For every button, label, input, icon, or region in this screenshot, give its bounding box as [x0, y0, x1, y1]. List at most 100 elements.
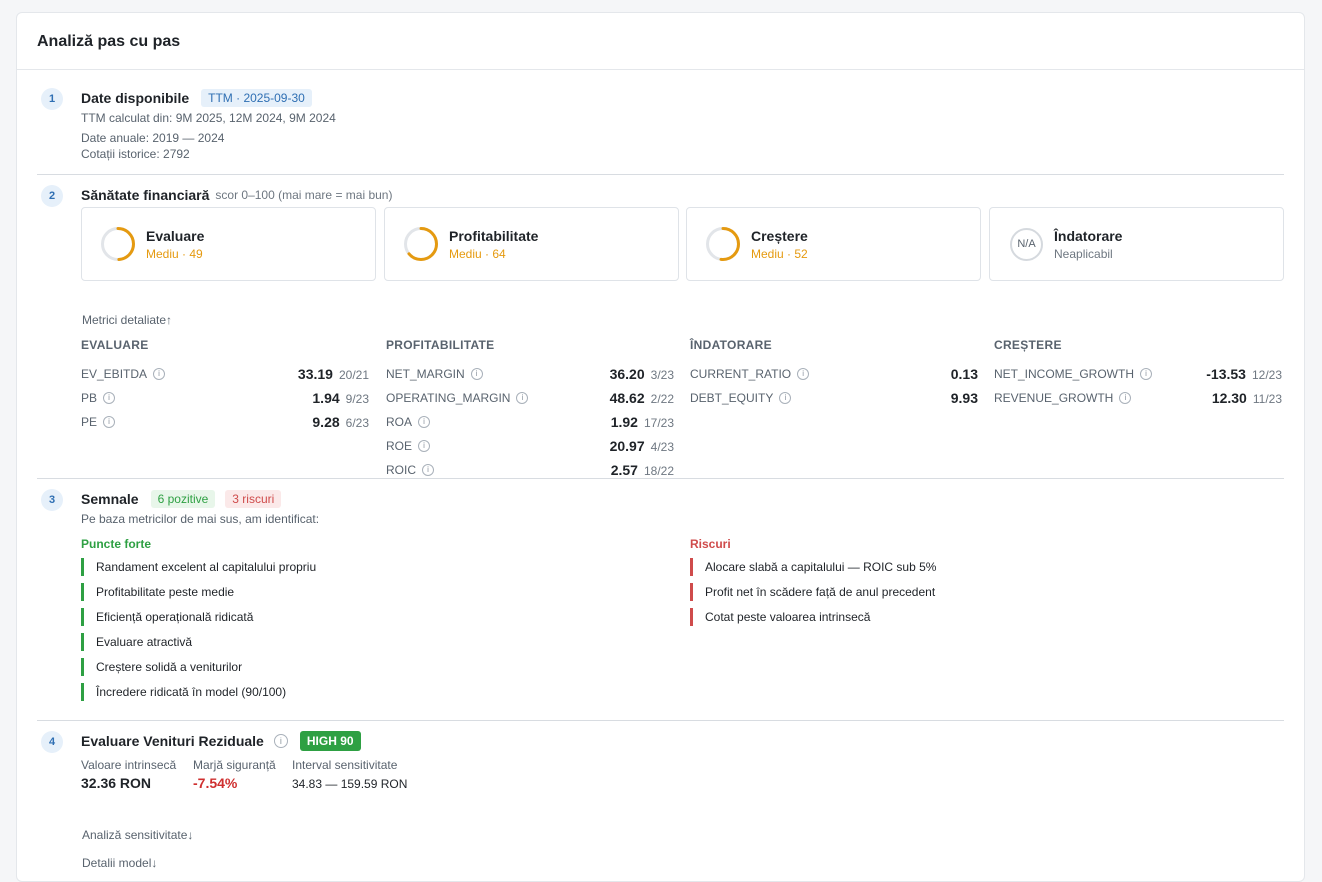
- sensitivity-interval-label: Interval sensitivitate: [292, 758, 398, 772]
- strength-item: Eficiență operațională ridicată: [81, 608, 681, 626]
- divider: [37, 478, 1284, 479]
- metric-row: CURRENT_RATIO i 0.13: [690, 362, 978, 386]
- score-ring: [404, 227, 438, 261]
- metric-row: NET_MARGIN i 36.20 3/23: [386, 362, 674, 386]
- confidence-badge: HIGH 90: [299, 731, 361, 751]
- health-card-status: Mediu · 49: [146, 247, 203, 261]
- metric-rank: 11/23: [1252, 392, 1282, 406]
- metric-value: -13.53: [1206, 366, 1246, 382]
- signals-intro: Pe baza metricilor de mai sus, am identi…: [81, 512, 320, 526]
- metric-value: 1.92: [610, 414, 638, 430]
- info-icon[interactable]: i: [1140, 368, 1153, 380]
- metric-name: NET_MARGIN: [386, 367, 465, 381]
- info-icon[interactable]: i: [103, 416, 116, 428]
- info-icon[interactable]: i: [103, 392, 116, 404]
- ttm-badge: TTM · 2025-09-30: [201, 89, 312, 107]
- metric-rank: 3/23: [650, 368, 674, 382]
- metric-column-indatorare: ÎNDATORARE CURRENT_RATIO i 0.13 DEBT_EQUIT…: [690, 338, 978, 410]
- metric-value: 2.57: [610, 462, 638, 478]
- metric-column-head: PROFITABILITATE: [386, 338, 495, 352]
- intrinsic-value: 32.36 RON: [81, 775, 152, 791]
- annual-data-text: Date anuale: 2019 — 2024: [81, 131, 225, 145]
- health-card-crestere[interactable]: Creștere Mediu · 52: [686, 207, 981, 281]
- metric-column-evaluare: EVALUARE EV_EBITDA i 33.19 20/21 PB i 1.94 9/2…: [81, 338, 369, 434]
- strength-item: Încredere ridicată în model (90/100): [81, 683, 681, 701]
- metric-name: EV_EBITDA: [81, 367, 148, 381]
- metric-rank: 2/22: [650, 392, 674, 406]
- step-signals: 3 Semnale 6 pozitive 3 riscuri Pe baza m…: [37, 489, 1284, 722]
- info-icon[interactable]: i: [418, 416, 431, 428]
- step-title: Evaluare Venituri Reziduale: [81, 733, 264, 749]
- metric-row: ROE i 20.97 4/23: [386, 434, 674, 458]
- sensitivity-interval-value: 34.83 — 159.59 RON: [292, 777, 408, 791]
- strength-item: Randament excelent al capitalului propri…: [81, 558, 681, 576]
- health-card-name: Profitabilitate: [449, 228, 539, 244]
- metric-value: 1.94: [312, 390, 340, 406]
- positive-count-badge: 6 pozitive: [150, 490, 216, 508]
- metric-value: 9.28: [312, 414, 340, 430]
- model-details-toggle[interactable]: Detalii model↓: [82, 856, 158, 870]
- info-icon[interactable]: i: [1119, 392, 1132, 404]
- sensitivity-analysis-toggle[interactable]: Analiză sensitivitate↓: [82, 828, 194, 842]
- metric-row: DEBT_EQUITY i 9.93: [690, 386, 978, 410]
- safety-margin-value: -7.54%: [193, 775, 238, 791]
- metric-name: CURRENT_RATIO: [690, 367, 792, 381]
- risks-heading: Riscuri: [690, 537, 731, 551]
- health-card-name: Creștere: [751, 228, 808, 244]
- strength-item: Evaluare atractivă: [81, 633, 681, 651]
- health-card-indatorare[interactable]: N/A Îndatorare Neaplicabil: [989, 207, 1284, 281]
- strength-item: Profitabilitate peste medie: [81, 583, 681, 601]
- metric-value: 12.30: [1211, 390, 1247, 406]
- step-title: Semnale: [81, 491, 139, 507]
- metric-name: PE: [81, 415, 98, 429]
- info-icon[interactable]: i: [470, 368, 483, 380]
- info-icon[interactable]: i: [422, 464, 434, 476]
- info-icon[interactable]: i: [418, 440, 431, 452]
- step-residual-income: 4 Evaluare Venituri Reziduale i HIGH 90 …: [37, 730, 1284, 870]
- divider: [37, 720, 1284, 721]
- step-number: 4: [41, 731, 63, 753]
- metric-name: ROA: [386, 415, 413, 429]
- health-card-name: Evaluare: [146, 228, 205, 244]
- info-icon[interactable]: i: [153, 368, 166, 380]
- intrinsic-value-label: Valoare intrinsecă: [81, 758, 177, 772]
- metric-value: 9.93: [950, 390, 978, 406]
- metric-value: 20.97: [609, 438, 645, 454]
- health-card-evaluare[interactable]: Evaluare Mediu · 49: [81, 207, 376, 281]
- step-number: 3: [41, 489, 63, 511]
- metric-name: NET_INCOME_GROWTH: [994, 367, 1135, 381]
- metric-column-crestere: CREȘTERE NET_INCOME_GROWTH i -13.53 12/23 R…: [994, 338, 1282, 410]
- card-title: Analiză pas cu pas: [17, 13, 1304, 70]
- metric-column-profitabilitate: PROFITABILITATE NET_MARGIN i 36.20 3/23 OPE…: [386, 338, 674, 482]
- divider: [37, 174, 1284, 175]
- metric-row: ROA i 1.92 17/23: [386, 410, 674, 434]
- step-available-data: 1 Date disponibile TTM · 2025-09-30 TTM …: [37, 88, 1284, 175]
- detailed-metrics-toggle[interactable]: Metrici detaliate↑: [82, 313, 173, 327]
- info-icon[interactable]: i: [516, 392, 529, 404]
- metric-value: 0.13: [950, 366, 978, 382]
- score-ring: [101, 227, 135, 261]
- metric-value: 36.20: [609, 366, 645, 382]
- metric-row: EV_EBITDA i 33.19 20/21: [81, 362, 369, 386]
- strength-item: Creștere solidă a veniturilor: [81, 658, 681, 676]
- score-ring: [706, 227, 740, 261]
- not-applicable-ring: N/A: [1010, 228, 1043, 261]
- risk-item: Alocare slabă a capitalului — ROIC sub 5…: [690, 558, 1270, 576]
- metric-rank: 17/23: [643, 416, 674, 430]
- health-card-profitabilitate[interactable]: Profitabilitate Mediu · 64: [384, 207, 679, 281]
- metric-name: ROE: [386, 439, 413, 453]
- metric-row: OPERATING_MARGIN i 48.62 2/22: [386, 386, 674, 410]
- metric-column-head: CREȘTERE: [994, 338, 1062, 352]
- metric-rank: 18/22: [643, 464, 674, 478]
- metric-name: OPERATING_MARGIN: [386, 391, 511, 405]
- info-icon[interactable]: i: [797, 368, 810, 380]
- risk-count-badge: 3 riscuri: [225, 490, 282, 508]
- metric-rank: 12/23: [1251, 368, 1282, 382]
- step-analysis-card: Analiză pas cu pas 1 Date disponibile TT…: [16, 12, 1305, 882]
- metric-row: REVENUE_GROWTH i 12.30 11/23: [994, 386, 1282, 410]
- metric-row: ROIC i 2.57 18/22: [386, 458, 674, 482]
- info-icon[interactable]: i: [273, 734, 288, 748]
- health-card-status: Mediu · 52: [751, 247, 808, 261]
- info-icon[interactable]: i: [779, 392, 792, 404]
- metric-rank: 4/23: [650, 440, 674, 454]
